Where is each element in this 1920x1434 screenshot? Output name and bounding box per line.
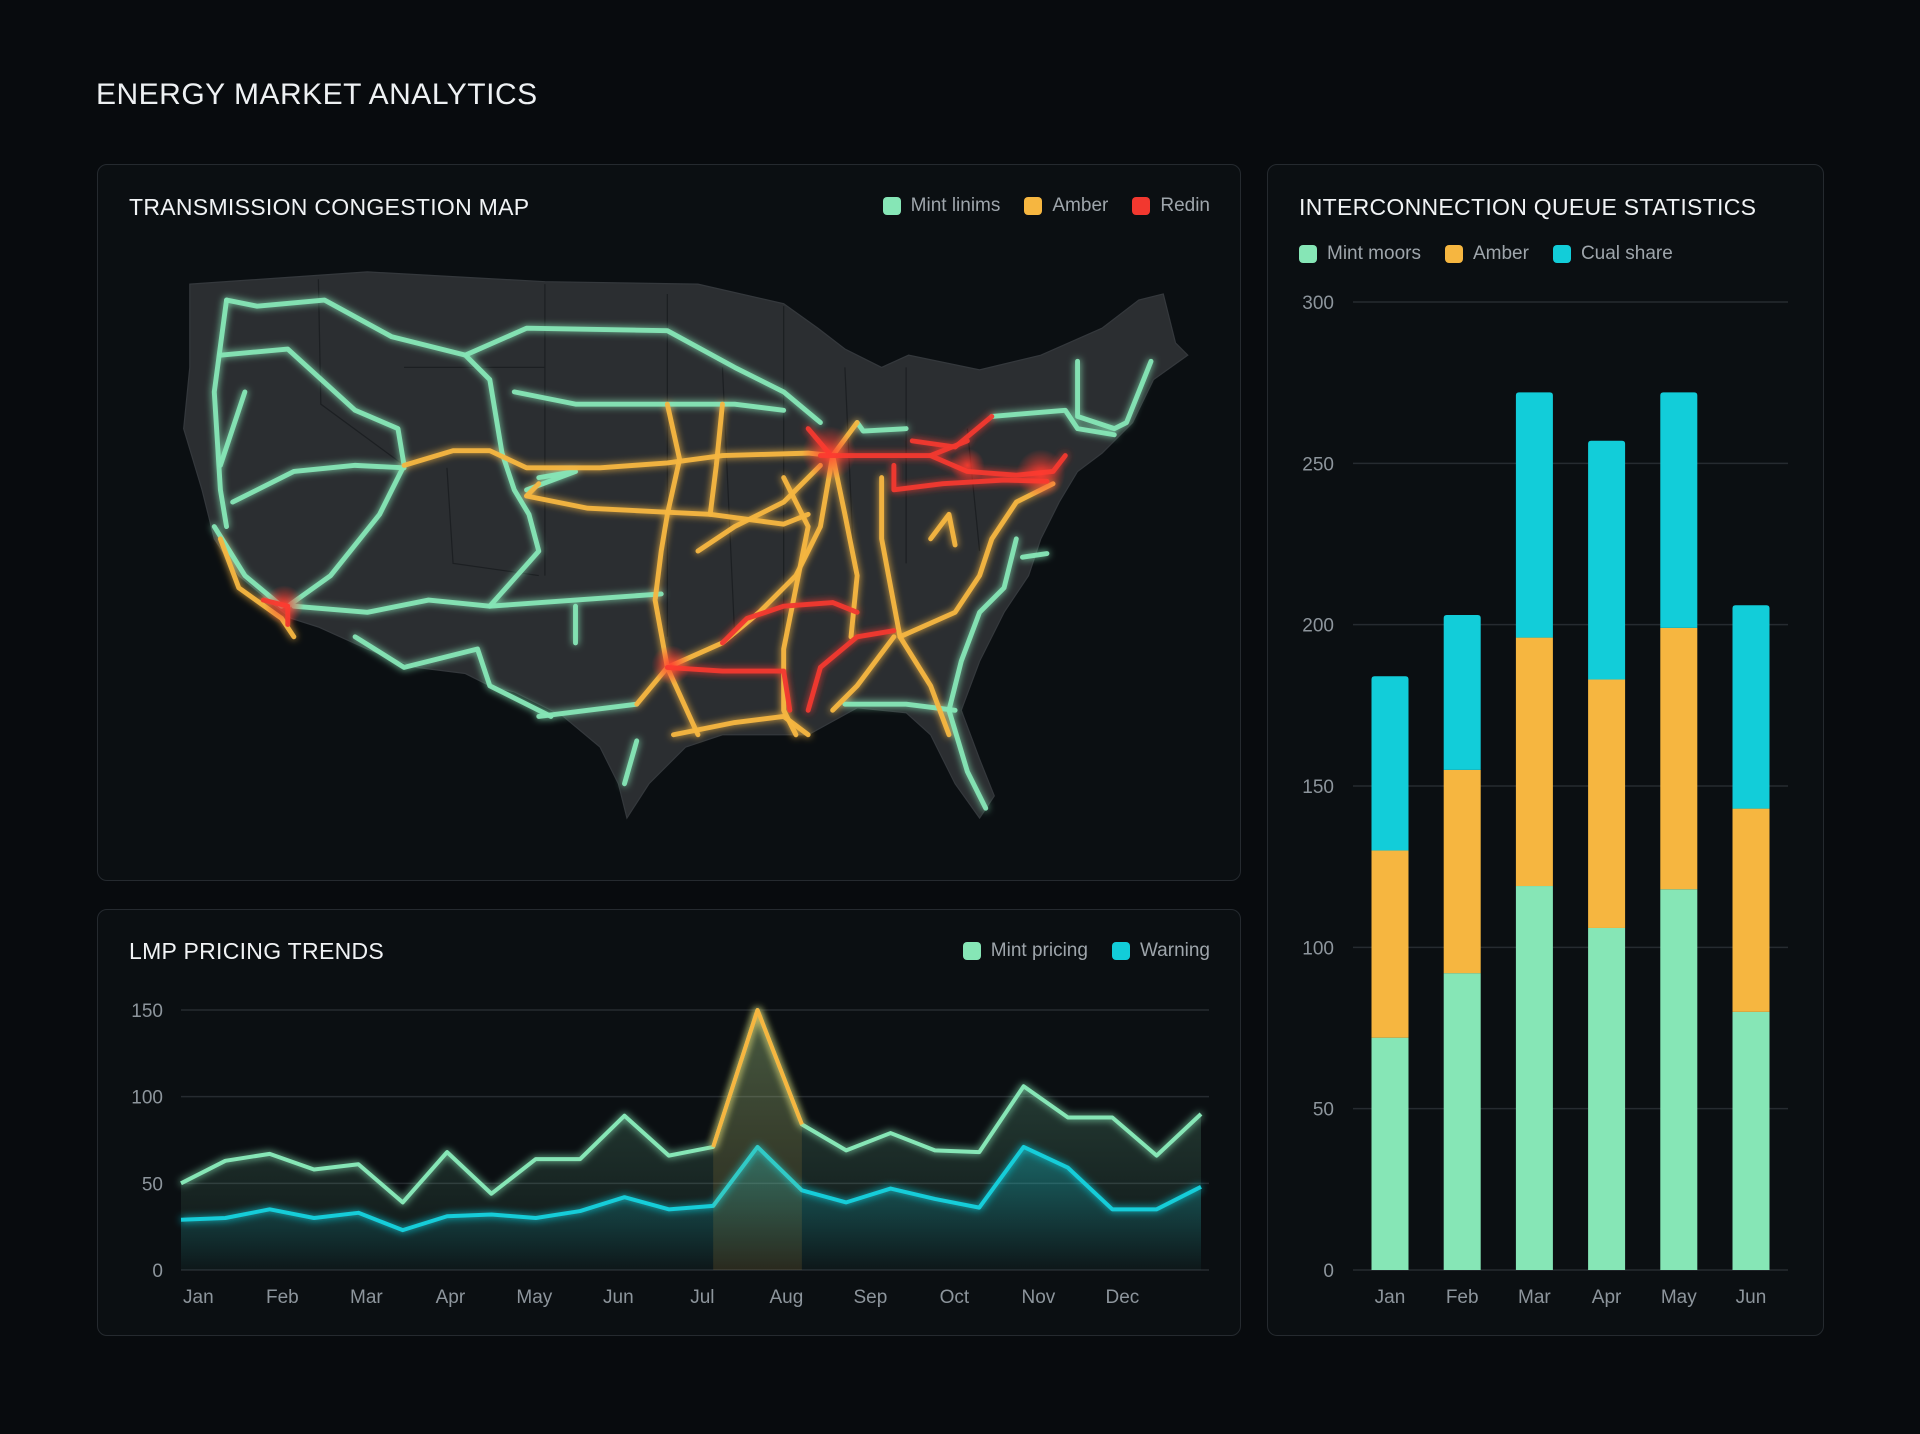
legend-swatch <box>962 942 981 960</box>
map-title: TRANSMISSION CONGESTION MAP <box>129 194 530 220</box>
map-legend: Mint linims Amber Redin <box>882 195 1210 217</box>
legend-label: Amber <box>1472 243 1529 264</box>
legend-item-mint: Mint linims <box>882 195 1001 217</box>
legend-item-amber: Amber <box>1024 195 1108 217</box>
legend-item-warning: Warning <box>1111 940 1210 962</box>
legend-item-mint-pricing: Mint pricing <box>962 940 1088 962</box>
legend-swatch <box>882 197 901 215</box>
legend-swatch <box>1299 245 1317 263</box>
legend-label: Redin <box>1160 195 1210 216</box>
legend-item-red: Redin <box>1132 195 1210 217</box>
lmp-legend: Mint pricing Warning <box>962 940 1210 962</box>
queue-title: INTERCONNECTION QUEUE STATISTICS <box>1299 194 1757 220</box>
queue-stats-panel: INTERCONNECTION QUEUE STATISTICS Mint mo… <box>1267 164 1824 1336</box>
legend-swatch <box>1552 245 1571 263</box>
lmp-pricing-panel: LMP PRICING TRENDS Mint pricing Warning <box>97 909 1241 1336</box>
legend-swatch <box>1024 197 1043 215</box>
legend-label: Mint linims <box>910 195 1001 216</box>
legend-label: Mint pricing <box>990 940 1088 961</box>
legend-swatch <box>1132 197 1151 215</box>
legend-swatch <box>1111 942 1130 960</box>
page-title: ENERGY MARKET ANALYTICS <box>96 78 538 111</box>
legend-label: Warning <box>1139 940 1210 961</box>
legend-label: Mint moors <box>1327 243 1421 264</box>
queue-legend: Mint moors Amber Cual share <box>1299 243 1673 265</box>
legend-swatch <box>1444 245 1463 263</box>
legend-item-mint-moors: Mint moors <box>1299 243 1421 265</box>
lmp-title: LMP PRICING TRENDS <box>129 938 385 964</box>
legend-label: Amber <box>1052 195 1109 216</box>
legend-item-amber: Amber <box>1444 243 1529 265</box>
legend-label: Cual share <box>1580 243 1673 264</box>
legend-item-cual-share: Cual share <box>1552 243 1673 265</box>
congestion-map-panel: TRANSMISSION CONGESTION MAP Mint linims … <box>97 164 1241 881</box>
